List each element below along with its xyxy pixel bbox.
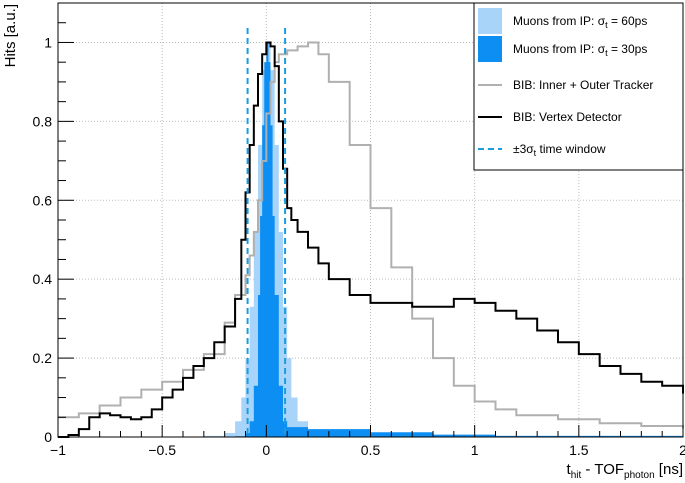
legend-box — [473, 2, 684, 171]
x-label-mid: - TOF — [581, 461, 624, 478]
x-tick-label-3: 0.5 — [361, 442, 381, 458]
x-tick-label-5: 1.5 — [569, 442, 589, 458]
x-tick-label-6: 2 — [679, 442, 685, 458]
legend-swatch-mu30 — [478, 36, 502, 62]
y-tick-label-4: 0.8 — [33, 113, 53, 129]
legend-label-mu30-tail: = 30ps — [608, 42, 648, 56]
legend-label-window-tail: time window — [536, 142, 606, 156]
legend-label-mu60-sub: t — [605, 20, 608, 30]
y-tick-label-1: 0.2 — [33, 350, 53, 366]
x-axis-label: thit - TOFphoton [ns] — [567, 461, 683, 481]
x-label-main: t — [567, 461, 572, 478]
y-tick-label-2: 0.4 — [33, 271, 53, 287]
legend-label-mu30: Muons from IP: σt = 30ps — [513, 42, 647, 58]
y-tick-label-0: 0 — [44, 429, 52, 445]
legend-label-bib_tracker: BIB: Inner + Outer Tracker — [513, 78, 653, 92]
legend-label-window: ±3σt time window — [513, 142, 606, 158]
x-label-sub2: photon — [624, 470, 655, 481]
y-tick-label-5: 1 — [44, 34, 52, 50]
legend-label-mu60-tail: = 60ps — [608, 14, 648, 28]
legend-label-bib_vertex-main: BIB: Vertex Detector — [513, 110, 622, 124]
y-tick-label-3: 0.6 — [33, 192, 53, 208]
x-tick-label-1: −0.5 — [148, 442, 176, 458]
x-label-sub1: hit — [571, 470, 582, 481]
legend-label-window-main: ±3σ — [513, 142, 534, 156]
histogram-lines — [58, 41, 684, 438]
legend-label-mu60: Muons from IP: σt = 60ps — [513, 14, 647, 30]
legend-label-bib_vertex: BIB: Vertex Detector — [513, 110, 622, 124]
legend-label-mu30-main: Muons from IP: σ — [513, 42, 606, 56]
axes: −1 −0.5 0 0.5 1 1.5 2 0 0.2 0.4 0.6 0.8 1 — [33, 22, 685, 458]
y-axis-label: Hits [a.u.] — [2, 4, 19, 67]
x-tick-label-0: −1 — [50, 442, 66, 458]
legend-swatch-mu60 — [478, 8, 502, 34]
x-label-unit: [ns] — [655, 461, 683, 478]
time-window-lines — [246, 28, 287, 437]
legend-label-bib_tracker-main: BIB: Inner + Outer Tracker — [513, 78, 653, 92]
x-tick-label-2: 0 — [262, 442, 270, 458]
series-bib_tracker-line — [58, 41, 684, 429]
legend-label-window-sub: t — [534, 148, 537, 158]
legend-label-mu30-sub: t — [605, 48, 608, 58]
legend-label-mu60-main: Muons from IP: σ — [513, 14, 606, 28]
series-bib_vertex-line — [58, 41, 684, 438]
x-tick-label-4: 1 — [471, 442, 479, 458]
